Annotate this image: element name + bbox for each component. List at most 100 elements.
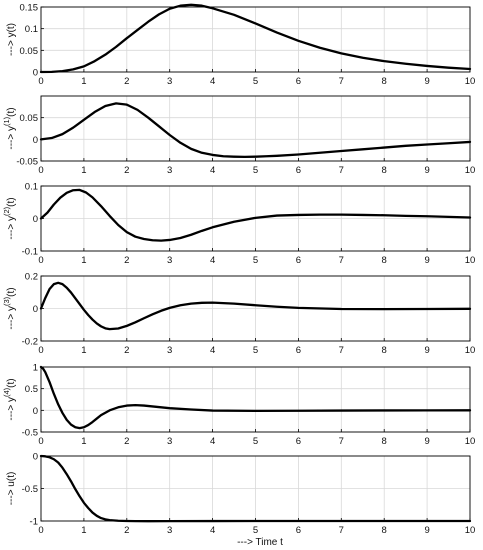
y-axis-label-superscript: (2) — [2, 206, 11, 216]
x-tick-label: 6 — [296, 345, 301, 356]
x-tick-label: 9 — [424, 165, 429, 176]
y-tick-label: 0.05 — [20, 113, 39, 124]
x-tick-label: 5 — [253, 165, 258, 176]
x-tick-label: 1 — [81, 165, 86, 176]
y-tick-label: 0 — [33, 214, 38, 225]
x-tick-label: 2 — [124, 255, 129, 266]
x-axis-label: ---> Time t — [237, 537, 283, 548]
series-line — [39, 281, 472, 331]
y-axis-label-superscript: (4) — [2, 387, 11, 397]
x-tick-label: 8 — [382, 76, 387, 87]
x-tick-label: 3 — [167, 76, 172, 87]
y-axis-label-suffix: (t) — [6, 197, 17, 206]
x-tick-label: 7 — [339, 165, 344, 176]
y-tick-label: -0.1 — [22, 247, 38, 258]
x-tick-label: 0 — [38, 436, 43, 447]
x-tick-label: 7 — [339, 255, 344, 266]
y-axis-label: ---> y(4)(t) — [2, 378, 17, 420]
y-axis-label-suffix: (t) — [6, 107, 17, 116]
x-tick-label: 2 — [124, 165, 129, 176]
x-tick-label: 5 — [253, 345, 258, 356]
x-tick-label: 8 — [382, 345, 387, 356]
x-tick-label: 1 — [81, 76, 86, 87]
y-tick-label: 0 — [33, 452, 38, 463]
x-tick-label: 10 — [465, 345, 476, 356]
y-tick-label: -0.5 — [22, 484, 38, 495]
x-tick-label: 0 — [38, 165, 43, 176]
y-axis-label-main: ---> y — [6, 126, 17, 150]
x-tick-label: 6 — [296, 525, 301, 536]
y-axis-label-main: ---> u(t) — [6, 472, 17, 506]
subplot-4: 0 1 2 3 4 5 6 7 8 9 10-0.200.2---> y(3)(t) — [2, 272, 475, 357]
series-line — [39, 102, 472, 159]
y-tick-label: 0.1 — [25, 24, 38, 35]
x-tick-label: 0 — [38, 76, 43, 87]
x-tick-label: 9 — [424, 255, 429, 266]
y-tick-label: 0 — [33, 135, 38, 146]
y-axis-label: ---> y(1)(t) — [2, 107, 17, 149]
series-line — [39, 188, 472, 242]
y-axis-label: ---> y(t) — [6, 23, 17, 56]
x-tick-label: 4 — [210, 165, 215, 176]
x-tick-label: 5 — [253, 436, 258, 447]
y-axis-label-suffix: (t) — [6, 378, 17, 387]
subplot-6: 0 1 2 3 4 5 6 7 8 9 10 -1 -0.5 0 ---> u(t) — [6, 452, 475, 537]
x-tick-label: 10 — [465, 436, 476, 447]
y-axis-label-main: ---> y — [6, 32, 17, 56]
x-tick-label: 1 — [81, 436, 86, 447]
x-tick-label: 7 — [339, 436, 344, 447]
y-axis-label: ---> y(3)(t) — [2, 287, 17, 329]
y-axis-label-main: ---> y — [6, 216, 17, 240]
y-tick-label: 1 — [33, 363, 38, 374]
x-tick-label: 3 — [167, 525, 172, 536]
x-tick-label: 8 — [382, 255, 387, 266]
x-tick-label: 4 — [210, 345, 215, 356]
series-line — [39, 3, 472, 74]
x-tick-label: 3 — [167, 255, 172, 266]
y-tick-label: 0 — [33, 304, 38, 315]
x-tick-label: 0 — [38, 255, 43, 266]
y-tick-label: 0.1 — [25, 182, 38, 193]
x-tick-label: 3 — [167, 345, 172, 356]
x-tick-label: 9 — [424, 525, 429, 536]
subplot-5: 0 1 2 3 4 5 6 7 8 9 10-0.500.51---> y(4)(t) — [2, 363, 475, 448]
x-tick-label: 2 — [124, 436, 129, 447]
x-tick-label: 3 — [167, 165, 172, 176]
y-tick-label: 0 — [33, 406, 38, 417]
y-tick-label: 0.2 — [25, 272, 38, 283]
y-axis-label-superscript: (3) — [2, 296, 11, 306]
x-tick-label: 4 — [210, 76, 215, 87]
x-tick-label: 6 — [296, 436, 301, 447]
x-tick-label: 8 — [382, 525, 387, 536]
x-tick-label: 7 — [339, 525, 344, 536]
subplot-3: 0 1 2 3 4 5 6 7 8 9 10-0.100.1---> y(2)(t) — [2, 182, 475, 267]
x-tick-label: 6 — [296, 165, 301, 176]
y-axis-label-main: ---> y — [6, 397, 17, 421]
y-tick-label: 0 — [33, 68, 38, 79]
y-axis-label-suffix: (t) — [6, 287, 17, 296]
y-axis-label: ---> u(t) — [6, 472, 17, 506]
x-tick-label: 1 — [81, 255, 86, 266]
x-tick-label: 5 — [253, 255, 258, 266]
series-line — [39, 365, 472, 430]
x-tick-label: 0 — [38, 345, 43, 356]
x-tick-label: 4 — [210, 436, 215, 447]
x-tick-label: 9 — [424, 345, 429, 356]
x-tick-label: 3 — [167, 436, 172, 447]
y-tick-label: -1 — [30, 517, 38, 528]
x-tick-label: 9 — [424, 76, 429, 87]
x-tick-label: 10 — [465, 165, 476, 176]
x-tick-label: 9 — [424, 436, 429, 447]
y-tick-label: -0.2 — [22, 337, 38, 348]
y-axis-label-main: ---> y — [6, 306, 17, 330]
x-tick-label: 1 — [81, 345, 86, 356]
x-tick-label: 10 — [465, 76, 476, 87]
x-tick-label: 10 — [465, 255, 476, 266]
x-tick-label: 2 — [124, 345, 129, 356]
x-tick-label: 0 — [38, 525, 43, 536]
x-tick-label: 4 — [210, 255, 215, 266]
